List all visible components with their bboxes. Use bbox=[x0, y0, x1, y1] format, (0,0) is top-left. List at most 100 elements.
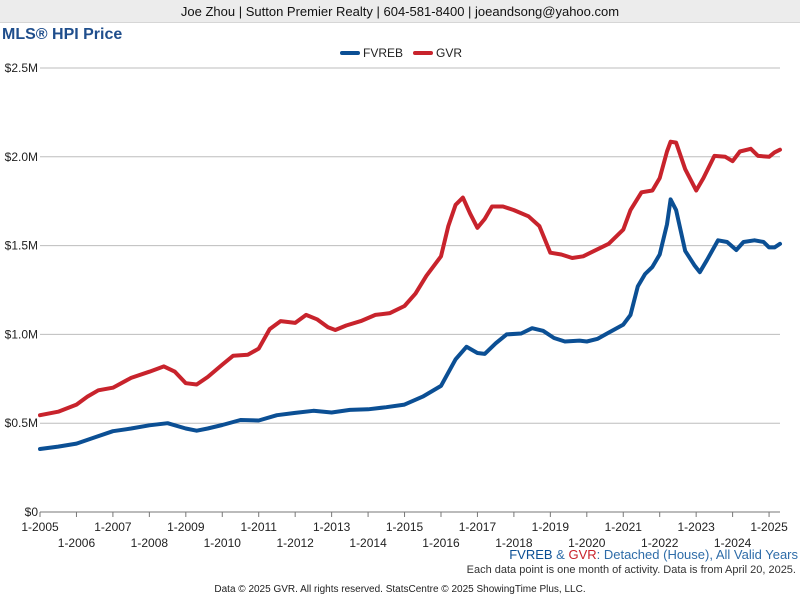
data-point-fvreb bbox=[454, 358, 457, 361]
data-point-fvreb bbox=[494, 342, 497, 345]
x-tick-label: 1-2008 bbox=[131, 536, 169, 550]
x-tick-label: 1-2025 bbox=[750, 520, 788, 534]
data-point-fvreb bbox=[542, 329, 545, 332]
y-tick-label: $0.5M bbox=[5, 416, 38, 430]
data-point-fvreb bbox=[768, 246, 771, 249]
data-point-gvr bbox=[512, 209, 515, 212]
data-point-gvr bbox=[669, 140, 672, 143]
data-point-fvreb bbox=[658, 253, 661, 256]
data-point-fvreb bbox=[706, 258, 709, 261]
data-point-gvr bbox=[757, 154, 760, 157]
x-tick-label: 1-2016 bbox=[422, 536, 460, 550]
data-point-gvr bbox=[607, 242, 610, 245]
data-point-gvr bbox=[148, 370, 151, 373]
data-point-fvreb bbox=[505, 333, 508, 336]
data-point-fvreb bbox=[726, 240, 729, 243]
data-point-gvr bbox=[305, 313, 308, 316]
series-layer bbox=[38, 139, 782, 451]
data-point-fvreb bbox=[520, 332, 523, 335]
data-point-gvr bbox=[778, 148, 781, 151]
x-tick-label: 1-2020 bbox=[568, 536, 606, 550]
data-point-fvreb bbox=[439, 384, 442, 387]
data-point-fvreb bbox=[773, 246, 776, 249]
caption-amp: & bbox=[552, 547, 569, 562]
data-point-gvr bbox=[651, 189, 654, 192]
data-point-fvreb bbox=[275, 414, 278, 417]
data-point-gvr bbox=[86, 395, 89, 398]
data-point-fvreb bbox=[367, 408, 370, 411]
data-point-gvr bbox=[582, 255, 585, 258]
data-point-fvreb bbox=[585, 340, 588, 343]
data-point-gvr bbox=[257, 347, 260, 350]
data-point-gvr bbox=[173, 370, 176, 373]
data-point-fvreb bbox=[675, 209, 678, 212]
contact-text: Joe Zhou | Sutton Premier Realty | 604-5… bbox=[180, 3, 620, 19]
copyright-footer: Data © 2025 GVR. All rights reserved. St… bbox=[214, 584, 586, 595]
chart-caption: FVREB & GVR: Detached (House), All Valid… bbox=[509, 547, 798, 562]
data-point-fvreb bbox=[644, 272, 647, 275]
data-point-fvreb bbox=[130, 427, 133, 430]
y-tick-label: $1.5M bbox=[5, 239, 38, 253]
data-point-gvr bbox=[538, 225, 541, 228]
data-point-fvreb bbox=[195, 429, 198, 432]
data-note: Each data point is one month of activity… bbox=[466, 564, 796, 576]
data-point-fvreb bbox=[75, 442, 78, 445]
x-tick-label: 1-2015 bbox=[386, 520, 424, 534]
data-point-fvreb bbox=[465, 345, 468, 348]
grid-layer bbox=[40, 67, 780, 513]
data-point-gvr bbox=[549, 251, 552, 254]
legend-label-gvr: GVR bbox=[436, 46, 462, 60]
caption-series-gvr: GVR bbox=[568, 547, 597, 562]
data-point-gvr bbox=[75, 403, 78, 406]
data-point-gvr bbox=[345, 324, 348, 327]
y-tick-label: $1.0M bbox=[5, 327, 38, 341]
data-point-fvreb bbox=[312, 409, 315, 412]
series-line-fvreb bbox=[38, 197, 782, 451]
data-point-gvr bbox=[246, 353, 249, 356]
data-point-fvreb bbox=[257, 419, 260, 422]
data-point-fvreb bbox=[636, 285, 639, 288]
data-point-gvr bbox=[162, 365, 165, 368]
y-tick-label: $2.5M bbox=[5, 61, 38, 75]
data-point-gvr bbox=[476, 226, 479, 229]
x-tick-label: 1-2014 bbox=[349, 536, 387, 550]
data-point-gvr bbox=[359, 320, 362, 323]
data-point-gvr bbox=[483, 217, 486, 220]
contact-header: Joe Zhou | Sutton Premier Realty | 604-5… bbox=[0, 0, 800, 23]
caption-rest: : Detached (House), All Valid Years bbox=[596, 547, 798, 562]
data-point-fvreb bbox=[184, 427, 187, 430]
data-point-fvreb bbox=[693, 264, 696, 267]
data-point-fvreb bbox=[93, 436, 96, 439]
legend-label-fvreb: FVREB bbox=[363, 46, 403, 60]
data-point-fvreb bbox=[330, 411, 333, 414]
data-point-fvreb bbox=[684, 249, 687, 252]
data-point-gvr bbox=[527, 215, 530, 218]
data-point-gvr bbox=[738, 150, 741, 153]
data-point-fvreb bbox=[698, 271, 701, 274]
caption-series-fvreb: FVREB bbox=[509, 547, 553, 562]
data-point-fvreb bbox=[476, 351, 479, 354]
x-tick-label: 1-2007 bbox=[94, 520, 132, 534]
data-point-fvreb bbox=[38, 447, 41, 450]
data-point-gvr bbox=[315, 318, 318, 321]
data-point-fvreb bbox=[778, 242, 781, 245]
data-point-gvr bbox=[447, 225, 450, 228]
x-tick-label: 1-2021 bbox=[605, 520, 643, 534]
data-point-gvr bbox=[388, 312, 391, 315]
data-point-gvr bbox=[97, 389, 100, 392]
data-point-gvr bbox=[629, 209, 632, 212]
data-point-fvreb bbox=[166, 422, 169, 425]
data-point-gvr bbox=[268, 328, 271, 331]
data-point-gvr bbox=[702, 177, 705, 180]
x-tick-label: 1-2013 bbox=[313, 520, 351, 534]
legend: FVREB GVR bbox=[340, 46, 462, 60]
data-point-fvreb bbox=[665, 223, 668, 226]
data-point-gvr bbox=[593, 249, 596, 252]
data-point-gvr bbox=[571, 256, 574, 259]
data-point-gvr bbox=[560, 253, 563, 256]
data-point-fvreb bbox=[578, 339, 581, 342]
data-point-gvr bbox=[695, 189, 698, 192]
data-point-fvreb bbox=[753, 239, 756, 242]
data-point-gvr bbox=[501, 205, 504, 208]
